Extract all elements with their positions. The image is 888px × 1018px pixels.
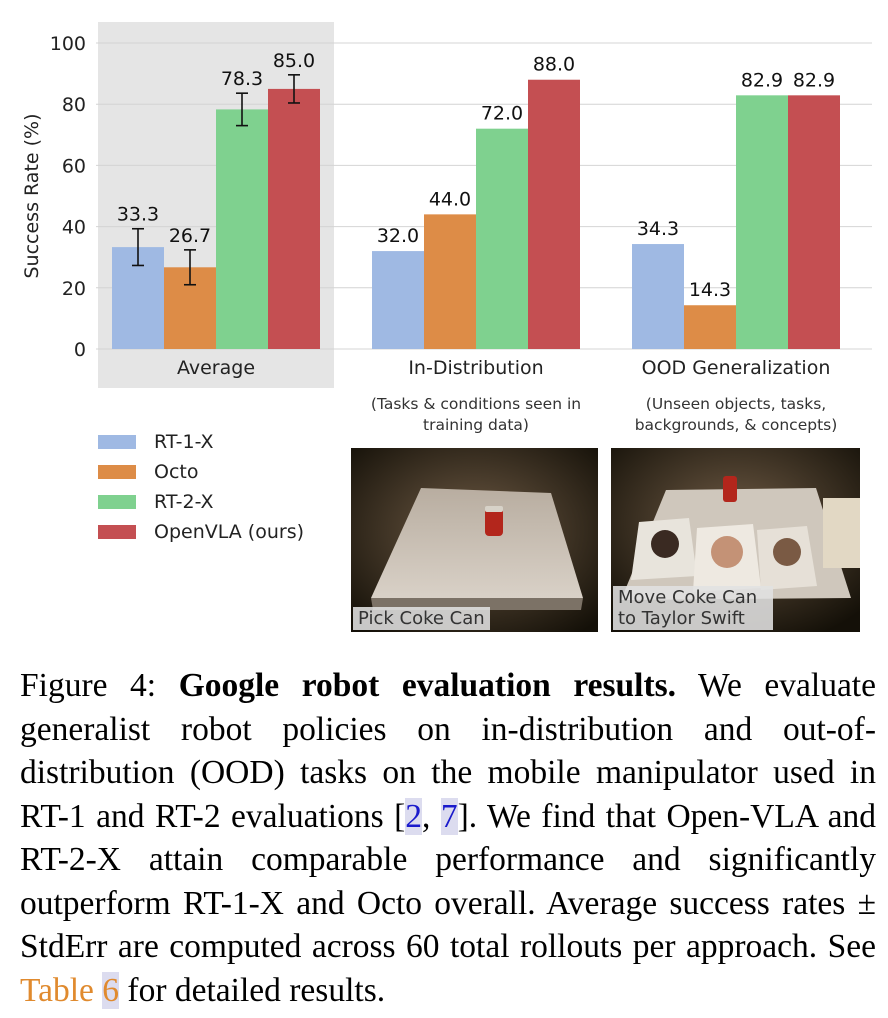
figure-caption: Figure 4: Google robot evaluation result… [20, 664, 876, 1012]
y-tick-label: 0 [74, 339, 86, 361]
legend-item: RT-2-X [98, 487, 304, 517]
value-label: 44.0 [429, 188, 471, 210]
bar-octo-2 [684, 305, 736, 349]
value-label: 34.3 [637, 218, 679, 240]
bar-rt-2-x-2 [736, 95, 788, 350]
caption-text-3: for detailed results. [119, 971, 386, 1009]
bar-rt-2-x-0 [216, 109, 268, 349]
value-label: 14.3 [689, 279, 731, 301]
table-link-word[interactable]: Table [20, 971, 94, 1009]
bar-rt-1-x-1 [372, 251, 424, 349]
y-axis-label: Success Rate (%) [21, 113, 43, 278]
legend-swatch [98, 525, 136, 539]
category-label: OOD Generalization [642, 357, 831, 379]
legend-label: RT-2-X [154, 491, 214, 513]
value-label: 72.0 [481, 103, 523, 125]
bar-openvla-ours--0 [268, 88, 320, 350]
legend: RT-1-X Octo RT-2-X OpenVLA (ours) [98, 427, 304, 547]
ood-sublabel: (Unseen objects, tasks, backgrounds, & c… [634, 395, 838, 434]
y-tick-label: 20 [62, 278, 86, 300]
table-scene-image [351, 448, 598, 632]
legend-swatch [98, 465, 136, 479]
photo-caption-2: Move Coke Can to Taylor Swift [613, 586, 773, 630]
citation-link-2[interactable]: 2 [405, 797, 422, 835]
citation-separator: , [422, 797, 441, 835]
y-tick-label: 60 [62, 155, 86, 177]
bar-openvla-ours--1 [528, 79, 580, 349]
bar-rt-1-x-2 [632, 244, 684, 349]
value-label: 82.9 [793, 69, 835, 91]
figure-label: Figure 4: [20, 667, 157, 704]
move-coke-can-photo: Move Coke Can to Taylor Swift [611, 448, 860, 632]
bar-openvla-ours--2 [788, 95, 840, 350]
category-label: In-Distribution [408, 357, 543, 379]
legend-label: RT-1-X [154, 431, 214, 453]
legend-label: Octo [154, 461, 199, 483]
citation-link-7[interactable]: 7 [440, 797, 458, 835]
caption-text-2: ]. We find that Open-VLA and RT-2-X atta… [20, 797, 877, 966]
value-label: 88.0 [533, 54, 575, 76]
legend-item: OpenVLA (ours) [98, 517, 304, 547]
table-link-number[interactable]: 6 [102, 971, 120, 1009]
bar-chart: 0 20 40 60 80 100 33.3 32.0 34.3 26.7 44.0 14.3 78.… [21, 22, 872, 388]
value-label: 32.0 [377, 225, 419, 247]
legend-label: OpenVLA (ours) [154, 521, 305, 543]
legend-item: RT-1-X [98, 427, 304, 457]
value-label: 33.3 [117, 204, 159, 226]
legend-swatch [98, 435, 136, 449]
value-label: 78.3 [221, 68, 263, 90]
y-tick-label: 40 [62, 217, 86, 239]
pick-coke-can-photo: Pick Coke Can [351, 448, 598, 632]
value-label: 82.9 [741, 69, 783, 91]
y-tick-label: 100 [50, 33, 86, 55]
value-label: 85.0 [273, 50, 315, 72]
in-distribution-sublabel: (Tasks & conditions seen in training dat… [370, 395, 582, 434]
legend-item: Octo [98, 457, 304, 487]
bar-rt-2-x-1 [476, 128, 528, 349]
figure-title: Google robot evaluation results. [178, 667, 677, 704]
value-label: 26.7 [169, 225, 211, 247]
category-label: Average [177, 357, 255, 379]
caption-text-1: We evaluate generalist robot policies on… [20, 667, 876, 835]
legend-swatch [98, 495, 136, 509]
y-tick-label: 80 [62, 94, 86, 116]
bar-octo-1 [424, 214, 476, 349]
photo-caption-1: Pick Coke Can [353, 607, 490, 630]
